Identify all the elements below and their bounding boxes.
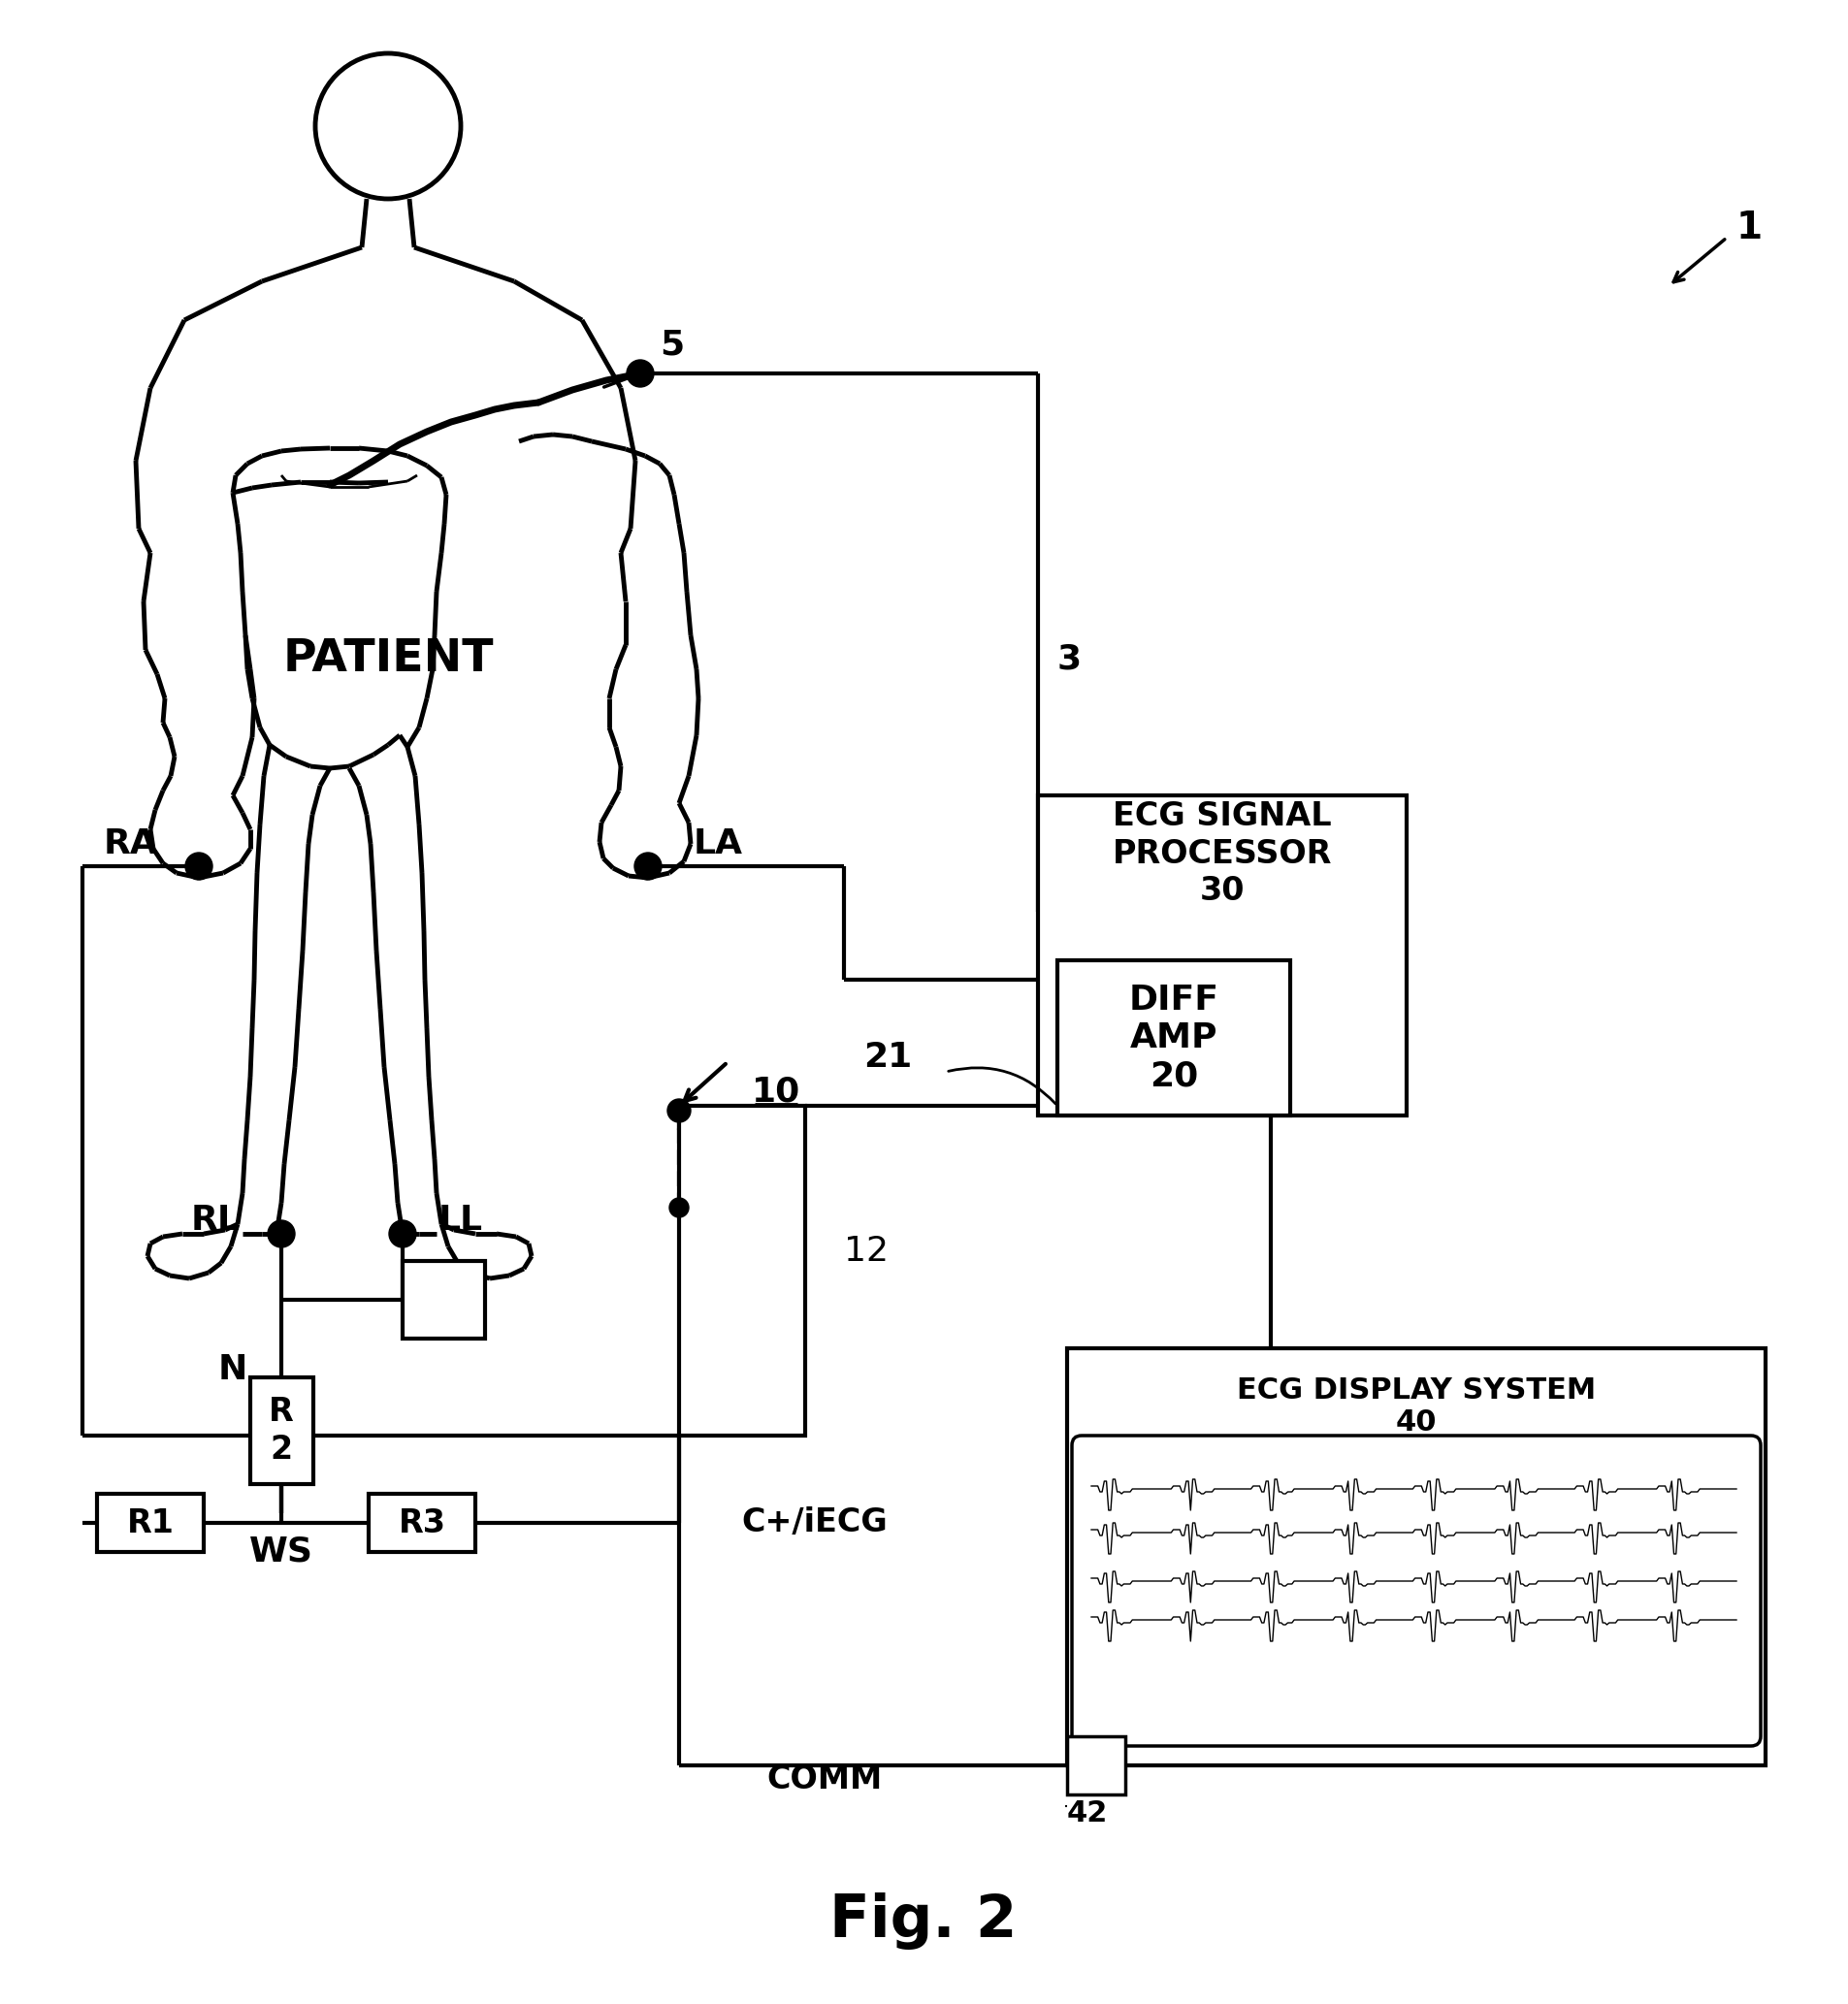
Text: ECG DISPLAY SYSTEM
40: ECG DISPLAY SYSTEM 40: [1236, 1377, 1597, 1437]
FancyBboxPatch shape: [1072, 1435, 1761, 1745]
Circle shape: [388, 1220, 416, 1246]
Text: R3: R3: [397, 1507, 445, 1539]
Text: 42: 42: [1066, 1800, 1109, 1828]
Text: R
2: R 2: [268, 1397, 294, 1465]
Circle shape: [634, 852, 662, 880]
Text: DIFF
AMP
20: DIFF AMP 20: [1129, 984, 1220, 1092]
Circle shape: [268, 1220, 296, 1246]
Text: COMM: COMM: [767, 1764, 881, 1796]
Text: 21: 21: [863, 1040, 911, 1074]
FancyBboxPatch shape: [1066, 1735, 1125, 1794]
Text: 1: 1: [1737, 210, 1763, 246]
Text: R1: R1: [128, 1507, 174, 1539]
FancyBboxPatch shape: [1066, 1349, 1765, 1766]
FancyBboxPatch shape: [249, 1377, 314, 1485]
Circle shape: [316, 54, 460, 198]
Text: 5: 5: [660, 329, 684, 361]
Text: 10: 10: [752, 1074, 800, 1108]
Text: C+/iECG: C+/iECG: [741, 1507, 889, 1539]
Text: WS: WS: [249, 1535, 314, 1569]
Circle shape: [669, 1198, 689, 1216]
Text: LL: LL: [438, 1204, 482, 1236]
Text: RA: RA: [103, 828, 157, 860]
Text: 3: 3: [1057, 643, 1081, 675]
FancyBboxPatch shape: [368, 1493, 475, 1551]
Text: 12: 12: [845, 1234, 889, 1269]
Text: ECG SIGNAL
PROCESSOR
30: ECG SIGNAL PROCESSOR 30: [1112, 800, 1332, 906]
Text: LA: LA: [693, 828, 743, 860]
Text: N: N: [218, 1353, 248, 1387]
Text: RL: RL: [190, 1204, 240, 1236]
FancyBboxPatch shape: [1057, 960, 1290, 1116]
Text: PATIENT: PATIENT: [283, 637, 493, 681]
FancyBboxPatch shape: [1039, 796, 1406, 1116]
FancyBboxPatch shape: [678, 1106, 806, 1435]
FancyBboxPatch shape: [96, 1493, 203, 1551]
Circle shape: [626, 361, 654, 387]
Circle shape: [667, 1098, 691, 1122]
FancyBboxPatch shape: [403, 1261, 484, 1339]
Text: Fig. 2: Fig. 2: [830, 1892, 1018, 1950]
Circle shape: [185, 852, 213, 880]
